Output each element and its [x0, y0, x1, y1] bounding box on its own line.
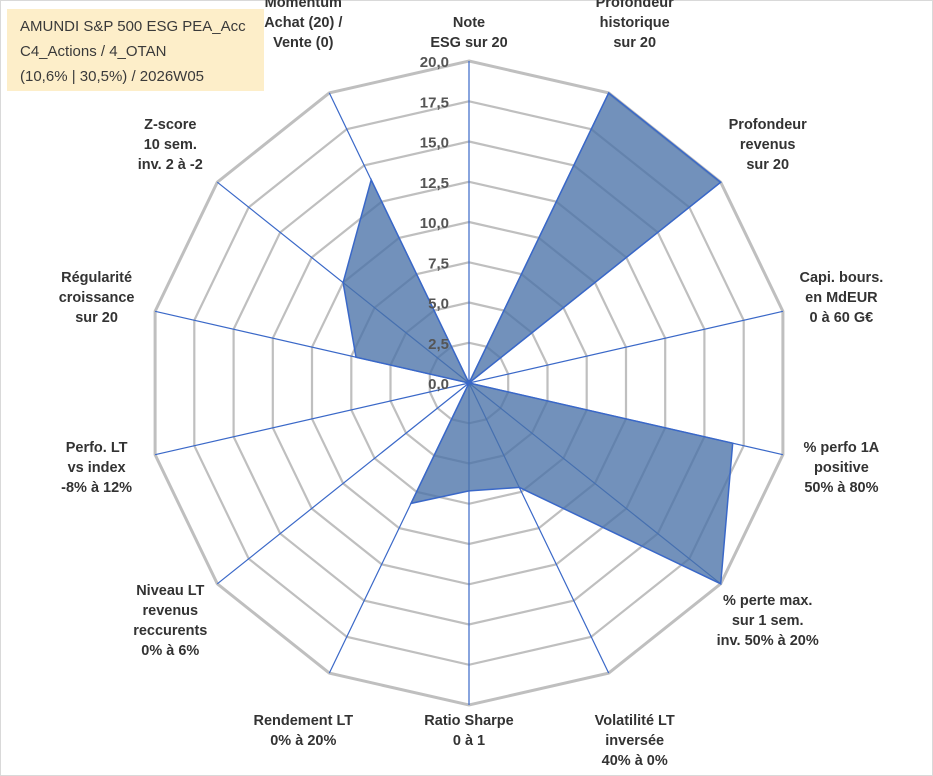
axis-label: Régularité croissance sur 20: [59, 270, 135, 326]
axis-spoke: [216, 382, 470, 585]
axis-label: Rendement LT 0% à 20%: [253, 713, 353, 749]
axis-label: % perte max. sur 1 sem. inv. 50% à 20%: [717, 593, 819, 649]
axis-label: % perfo 1A positive 50% à 80%: [804, 440, 880, 496]
axis-label: Niveau LT revenus reccurents 0% à 6%: [133, 583, 207, 659]
title-line-class: C4_Actions / 4_OTAN: [20, 43, 167, 60]
axis-label: Perfo. LT vs index -8% à 12%: [61, 440, 132, 496]
tick-label: 7,5: [428, 255, 449, 272]
axis-label: Profondeur historique sur 20: [596, 0, 674, 51]
tick-label: 12,5: [420, 175, 449, 192]
tick-label: 20,0: [420, 54, 449, 71]
series-area: [342, 91, 734, 585]
tick-label: 0,0: [428, 376, 449, 393]
title-line-fund: AMUNDI S&P 500 ESG PEA_Acc: [20, 18, 246, 35]
title-line-stats: (10,6% | 30,5%) / 2026W05: [20, 68, 204, 85]
axis-label: Z-score 10 sem. inv. 2 à -2: [138, 117, 203, 173]
axis-spoke: [468, 310, 784, 384]
axis-label: Note ESG sur 20: [430, 15, 507, 51]
axis-label: Capi. bours. en MdEUR 0 à 60 G€: [800, 270, 884, 326]
axis-label: Volatilité LT inversée 40% à 0%: [595, 713, 675, 769]
tick-label: 10,0: [420, 215, 449, 232]
tick-label: 17,5: [420, 94, 449, 111]
axis-label: Momentum Achat (20) / Vente (0): [264, 0, 342, 51]
tick-label: 15,0: [420, 135, 449, 152]
axis-label: Profondeur revenus sur 20: [729, 117, 807, 173]
tick-label: 2,5: [428, 336, 449, 353]
title-box: AMUNDI S&P 500 ESG PEA_Acc C4_Actions / …: [7, 9, 264, 91]
axis-spoke: [154, 382, 470, 456]
axis-label: Ratio Sharpe 0 à 1: [424, 713, 513, 749]
tick-label: 5,0: [428, 296, 449, 313]
